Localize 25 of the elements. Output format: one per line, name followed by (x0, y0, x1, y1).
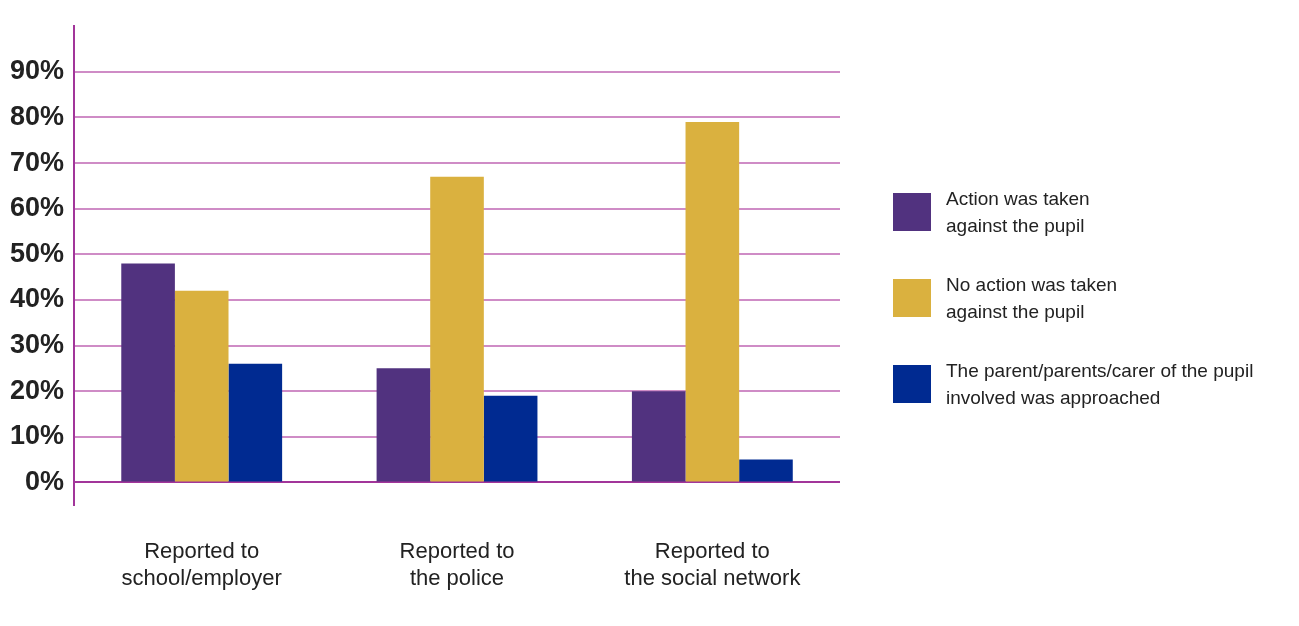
bar (631, 391, 686, 482)
x-tick-label: Reported to school/employer (121, 538, 282, 590)
legend-label: No action was taken against the pupil (946, 273, 1118, 324)
bar (483, 395, 538, 482)
y-tick-label: 0% (25, 465, 65, 496)
x-tick-label: Reported to the social network (624, 538, 802, 590)
bar (685, 122, 740, 482)
bar (376, 368, 431, 482)
y-tick-label: 40% (9, 283, 65, 314)
y-tick-label: 30% (9, 328, 65, 359)
bar (174, 290, 229, 482)
x-tick-label: Reported to the police (399, 538, 515, 590)
bar (739, 459, 793, 482)
y-tick-label: 20% (9, 374, 65, 405)
y-tick-label: 70% (9, 146, 65, 177)
y-tick-label: 90% (9, 55, 65, 86)
bar (121, 263, 175, 482)
legend-label: The parent/parents/carer of the pupil involved was approached (946, 359, 1254, 410)
bar (430, 176, 484, 482)
y-tick-label: 50% (9, 237, 65, 268)
y-tick-label: 80% (9, 100, 65, 131)
y-tick-label: 10% (9, 420, 65, 451)
legend-label: Action was taken against the pupil (946, 187, 1090, 238)
y-tick-label: 60% (9, 192, 65, 223)
bar (228, 363, 283, 482)
